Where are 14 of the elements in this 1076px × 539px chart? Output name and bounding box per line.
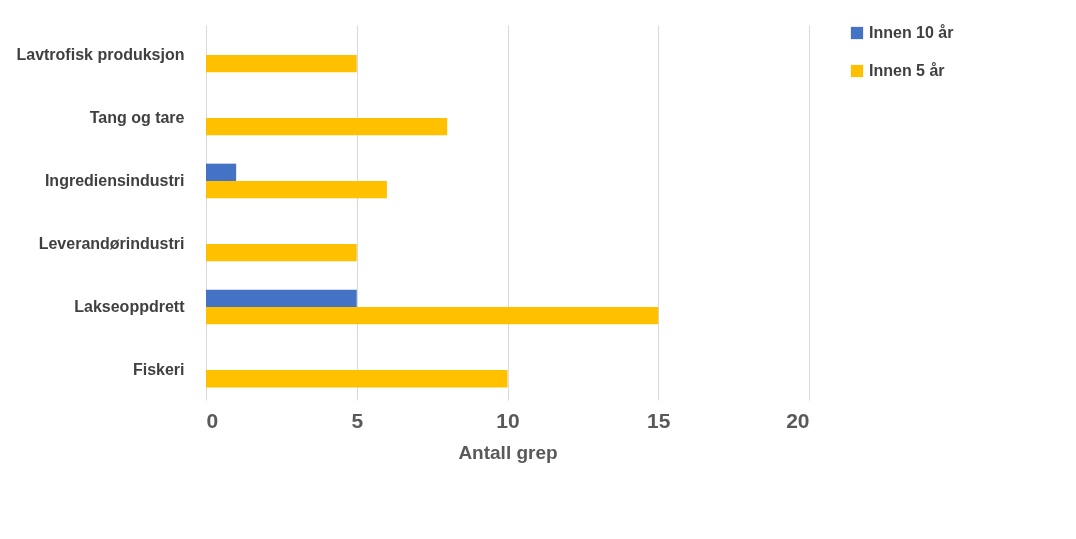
x-tick-label: 5	[351, 408, 364, 432]
x-tick-label: 0	[206, 408, 219, 432]
legend-label: Innen 10 år	[869, 24, 954, 41]
legend-label: Innen 5 år	[869, 62, 945, 79]
y-tick-label: Leverandørindustri	[38, 235, 185, 253]
x-tick-label: 15	[647, 408, 671, 432]
x-axis-title: Antall grep	[458, 441, 558, 463]
y-tick-label: Lavtrofisk produksjon	[16, 45, 185, 63]
x-tick-label: 20	[786, 408, 810, 432]
y-tick-label: Ingrediensindustri	[44, 171, 185, 189]
x-tick-label: 10	[496, 408, 520, 432]
y-tick-label: Fiskeri	[132, 361, 185, 379]
y-tick-label: Tang og tare	[89, 108, 185, 126]
y-tick-label: Lakseoppdrett	[74, 298, 186, 316]
